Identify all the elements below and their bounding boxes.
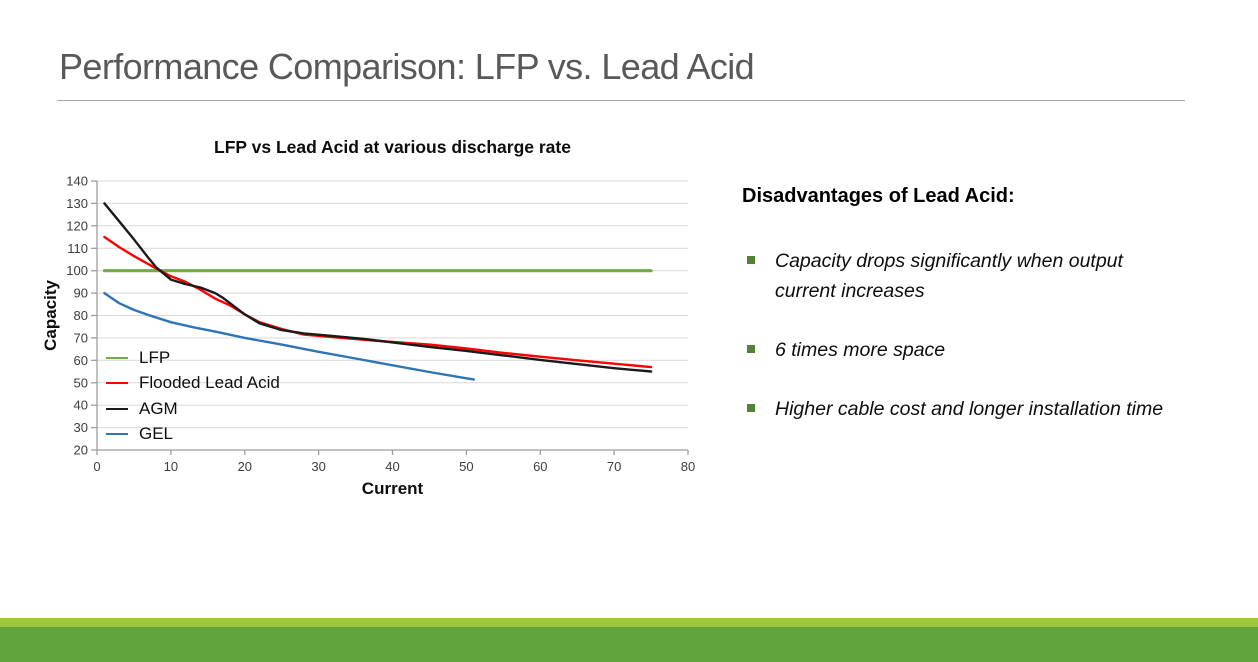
y-tick-label: 90 [74, 286, 88, 301]
y-tick-label: 60 [74, 353, 88, 368]
bullet-square-icon [747, 404, 755, 412]
x-tick-label: 50 [459, 459, 473, 474]
bullet-square-icon [747, 256, 755, 264]
legend-line-swatch [106, 382, 128, 385]
y-tick-label: 110 [67, 241, 88, 256]
y-tick-label: 70 [74, 330, 88, 345]
legend-row: LFP [106, 345, 280, 371]
chart-title: LFP vs Lead Acid at various discharge ra… [214, 137, 571, 157]
bullet-item-3: Higher cable cost and longer installatio… [742, 394, 1235, 424]
x-tick-label: 10 [164, 459, 178, 474]
legend-label: GEL [139, 424, 174, 444]
x-tick-label: 20 [238, 459, 252, 474]
bullet-text: Higher cable cost and longer installatio… [775, 398, 1164, 420]
x-tick-label: 30 [311, 459, 325, 474]
disadvantages-heading: Disadvantages of Lead Acid: [742, 185, 1015, 207]
bullet-item-1: Capacity drops significantly when output… [742, 246, 1235, 306]
right-panel: Disadvantages of Lead Acid: Capacity dro… [742, 185, 1234, 453]
series-line-agm [103, 202, 653, 373]
x-tick-label: 0 [93, 459, 100, 474]
y-tick-label: 140 [66, 174, 88, 189]
legend-label: Flooded Lead Acid [139, 373, 280, 393]
line-chart: LFP vs Lead Acid at various discharge ra… [40, 133, 720, 508]
slide-title: Performance Comparison: LFP vs. Lead Aci… [59, 46, 755, 87]
y-tick-label: 40 [74, 398, 88, 413]
legend-label: LFP [139, 347, 171, 367]
y-tick-label: 30 [74, 420, 88, 435]
x-tick-label: 70 [607, 459, 621, 474]
legend-line-swatch [106, 433, 128, 436]
y-tick-label: 20 [74, 443, 88, 458]
bullet-square-icon [747, 345, 755, 353]
legend-label: AGM [139, 398, 178, 418]
title-divider [57, 100, 1185, 101]
chart-plot-area: 20 30 40 50 60 70 80 90 100 110 120 130 140 0 10 20 30 40… [66, 174, 695, 475]
bullet-text: Capacity drops significantly when output… [775, 250, 1123, 302]
y-tick-label: 100 [66, 263, 88, 278]
legend-line-swatch [106, 407, 128, 410]
legend-row: GEL [106, 422, 280, 448]
series-line-gel [103, 291, 475, 381]
y-tick-label: 130 [66, 196, 88, 211]
bullet-text: 6 times more space [775, 339, 946, 361]
footer-strip-dark [0, 627, 1258, 662]
bullet-item-2: 6 times more space [742, 335, 1235, 365]
x-tick-label: 80 [681, 459, 695, 474]
chart-legend: LFP Flooded Lead Acid AGM GEL [106, 345, 280, 447]
y-tick-label: 80 [74, 308, 88, 323]
y-tick-label: 120 [66, 218, 88, 233]
y-tick-label: 50 [74, 375, 88, 390]
legend-row: AGM [106, 396, 280, 422]
x-tick-label: 40 [385, 459, 399, 474]
x-axis-label: Current [361, 479, 424, 498]
x-tick-label: 60 [533, 459, 547, 474]
legend-row: Flooded Lead Acid [106, 371, 280, 397]
legend-line-swatch [106, 356, 128, 359]
footer-strip-light [0, 618, 1258, 627]
bullet-list: Capacity drops significantly when output… [742, 246, 1234, 424]
